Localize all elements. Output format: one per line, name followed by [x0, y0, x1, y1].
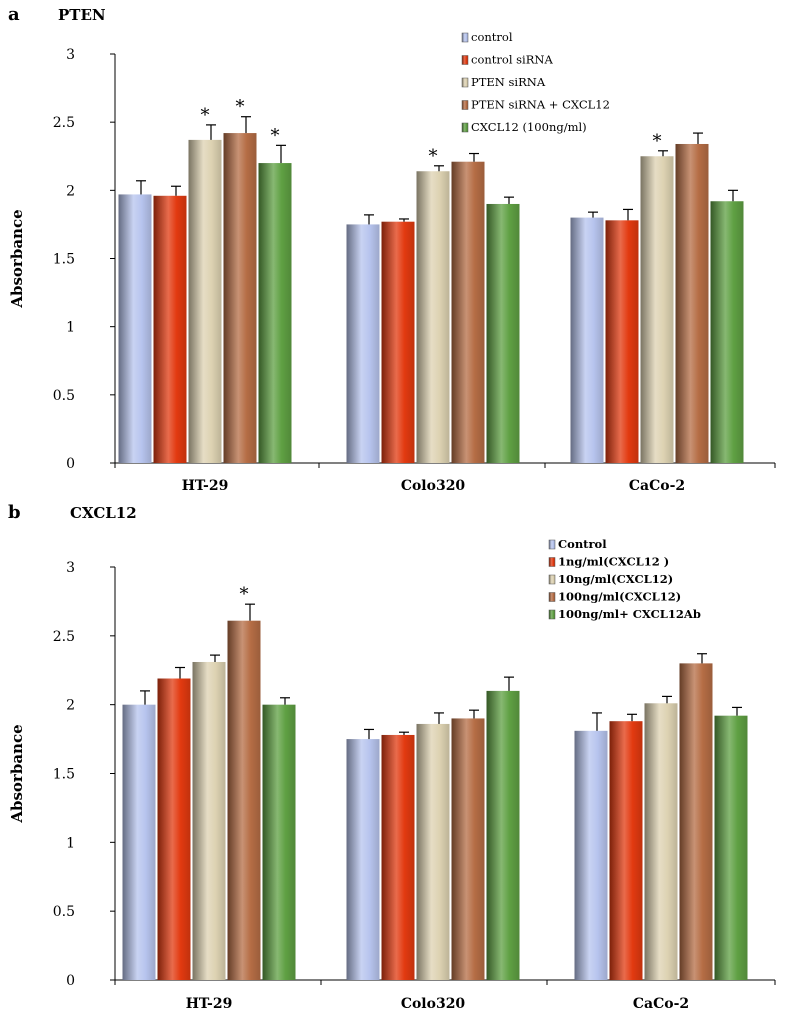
legend-label: 100ng/ml+ CXCL12Ab: [558, 607, 701, 621]
bar: [118, 194, 152, 463]
bar: [381, 221, 415, 463]
y-tick-label: 1.5: [53, 252, 75, 268]
bar: [416, 171, 450, 463]
significance-star: *: [653, 131, 662, 152]
significance-star: *: [236, 97, 245, 118]
y-tick-label: 1: [66, 835, 75, 851]
legend-label: Control: [558, 537, 607, 551]
bar: [192, 661, 226, 980]
bar: [262, 704, 296, 980]
legend-label: 100ng/ml(CXCL12): [558, 590, 681, 604]
x-category-label: CaCo-2: [629, 478, 685, 494]
bar: [609, 721, 643, 980]
bar: [153, 195, 187, 463]
bar: [451, 718, 485, 980]
legend-label: control siRNA: [471, 53, 553, 67]
panel-letter: b: [8, 502, 21, 523]
bar: [223, 133, 257, 463]
legend-swatch: [461, 55, 469, 65]
y-tick-label: 2.5: [53, 115, 75, 131]
y-tick-label: 2: [66, 183, 75, 199]
y-tick-label: 0.5: [53, 904, 75, 920]
panel-letter: a: [8, 4, 20, 25]
chart-title: PTEN: [58, 6, 106, 24]
significance-star: *: [271, 125, 280, 146]
bar: [346, 739, 380, 980]
bar: [644, 703, 678, 980]
bar: [416, 723, 450, 980]
bar: [714, 715, 748, 980]
legend-label: 1ng/ml(CXCL12 ): [558, 555, 669, 569]
legend-label: PTEN siRNA: [471, 75, 546, 89]
x-category-label: Colo320: [401, 996, 466, 1012]
legend-label: CXCL12 (100ng/ml): [471, 120, 587, 134]
bar: [679, 663, 713, 980]
y-tick-label: 0: [66, 456, 75, 472]
bar: [486, 690, 520, 980]
x-category-label: Colo320: [401, 478, 466, 494]
bar: [381, 734, 415, 980]
legend-label: 10ng/ml(CXCL12): [558, 572, 673, 586]
y-tick-label: 2: [66, 698, 75, 714]
bar: [640, 156, 674, 463]
legend-swatch: [461, 77, 469, 88]
bar: [157, 678, 191, 980]
legend-swatch: [548, 609, 556, 620]
y-tick-label: 1.5: [53, 767, 75, 783]
y-axis-title: Absorbance: [8, 209, 26, 308]
y-tick-label: 3: [66, 560, 75, 576]
y-tick-label: 2.5: [53, 629, 75, 645]
bar: [574, 730, 608, 980]
x-category-label: HT-29: [182, 478, 229, 494]
legend-swatch: [461, 122, 469, 133]
significance-star: *: [240, 584, 249, 605]
y-tick-label: 0: [66, 973, 75, 989]
legend-swatch: [548, 557, 556, 567]
legend-swatch: [461, 100, 469, 110]
legend-swatch: [548, 592, 556, 602]
y-tick-label: 1: [66, 320, 75, 336]
chart-panel-a: a PTEN 0 0.5 1 1.5 2 2.5 3 Absorbance HT-29 Colo320…: [8, 4, 776, 494]
legend-swatch: [461, 32, 469, 43]
legend-swatch: [548, 574, 556, 585]
bar: [227, 620, 261, 980]
bar: [605, 220, 639, 463]
bar: [258, 163, 292, 464]
bar: [675, 143, 709, 464]
x-category-label: HT-29: [186, 996, 233, 1012]
y-tick-label: 3: [66, 47, 75, 63]
legend-label: PTEN siRNA + CXCL12: [471, 98, 610, 112]
bar: [188, 139, 222, 463]
chart-panel-b: b CXCL12 0 0.5 1 1.5 2 2.5 3 Absorbance HT-29 Colo3…: [8, 502, 776, 1012]
bar: [570, 217, 604, 463]
significance-star: *: [201, 105, 210, 126]
significance-star: *: [429, 146, 438, 167]
x-category-label: CaCo-2: [633, 996, 689, 1012]
y-axis-title: Absorbance: [8, 724, 26, 823]
bar: [346, 224, 380, 463]
bar: [451, 161, 485, 463]
bar: [122, 704, 156, 980]
legend-swatch: [548, 539, 556, 550]
legend-label: control: [471, 30, 513, 44]
bar: [486, 203, 520, 463]
y-tick-label: 0.5: [53, 388, 75, 404]
chart-title: CXCL12: [70, 504, 137, 522]
bar: [710, 201, 744, 464]
